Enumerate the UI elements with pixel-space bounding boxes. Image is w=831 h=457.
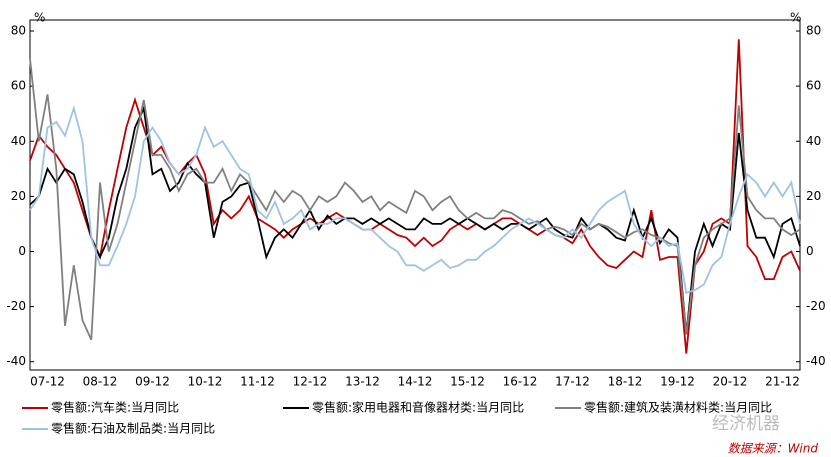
y2-tick-label: 80: [806, 24, 821, 38]
x-tick-label: 16-12: [503, 375, 538, 389]
x-tick-label: 07-12: [30, 375, 65, 389]
y-tick-label: -40: [6, 354, 26, 368]
x-tick-label: 14-12: [398, 375, 433, 389]
watermark: 经济机器: [712, 414, 780, 434]
legend-label: 零售额:建筑及装潢材料类:当月同比: [584, 400, 772, 415]
x-tick-label: 13-12: [345, 375, 380, 389]
y2-tick-label: 0: [806, 244, 814, 258]
y2-tick-label: -20: [806, 299, 826, 313]
legend-label: 零售额:汽车类:当月同比: [51, 400, 179, 415]
y2-tick-label: -40: [806, 354, 826, 368]
x-tick-label: 10-12: [188, 375, 223, 389]
y2-tick-label: 60: [806, 79, 821, 93]
x-tick-label: 12-12: [293, 375, 328, 389]
x-tick-label: 08-12: [83, 375, 118, 389]
x-tick-label: 17-12: [555, 375, 590, 389]
plot-frame: [29, 19, 801, 371]
series-line: [29, 104, 801, 294]
y-tick-label: 20: [11, 189, 26, 203]
y2-tick-label: 20: [806, 189, 821, 203]
series-line: [29, 58, 801, 341]
source: 数据来源：Wind: [728, 442, 819, 456]
y-tick-label: 40: [11, 134, 26, 148]
x-tick-label: 18-12: [608, 375, 643, 389]
y2-unit: %: [790, 11, 801, 25]
x-tick-label: 09-12: [135, 375, 170, 389]
series-line: [29, 39, 801, 354]
y-tick-label: -20: [6, 299, 26, 313]
x-tick-label: 11-12: [240, 375, 275, 389]
x-tick-label: 21-12: [765, 375, 800, 389]
x-tick-label: 15-12: [450, 375, 485, 389]
y-tick-label: 80: [11, 24, 26, 38]
y-unit: %: [34, 11, 45, 25]
legend-label: 零售额:家用电器和音像器材类:当月同比: [312, 400, 524, 415]
series-line: [29, 104, 801, 335]
x-tick-label: 19-12: [660, 375, 695, 389]
y2-tick-label: 40: [806, 134, 821, 148]
y-tick-label: 0: [18, 244, 26, 258]
x-tick-label: 20-12: [713, 375, 748, 389]
y-tick-label: 60: [11, 79, 26, 93]
legend-label: 零售额:石油及制品类:当月同比: [51, 421, 215, 436]
